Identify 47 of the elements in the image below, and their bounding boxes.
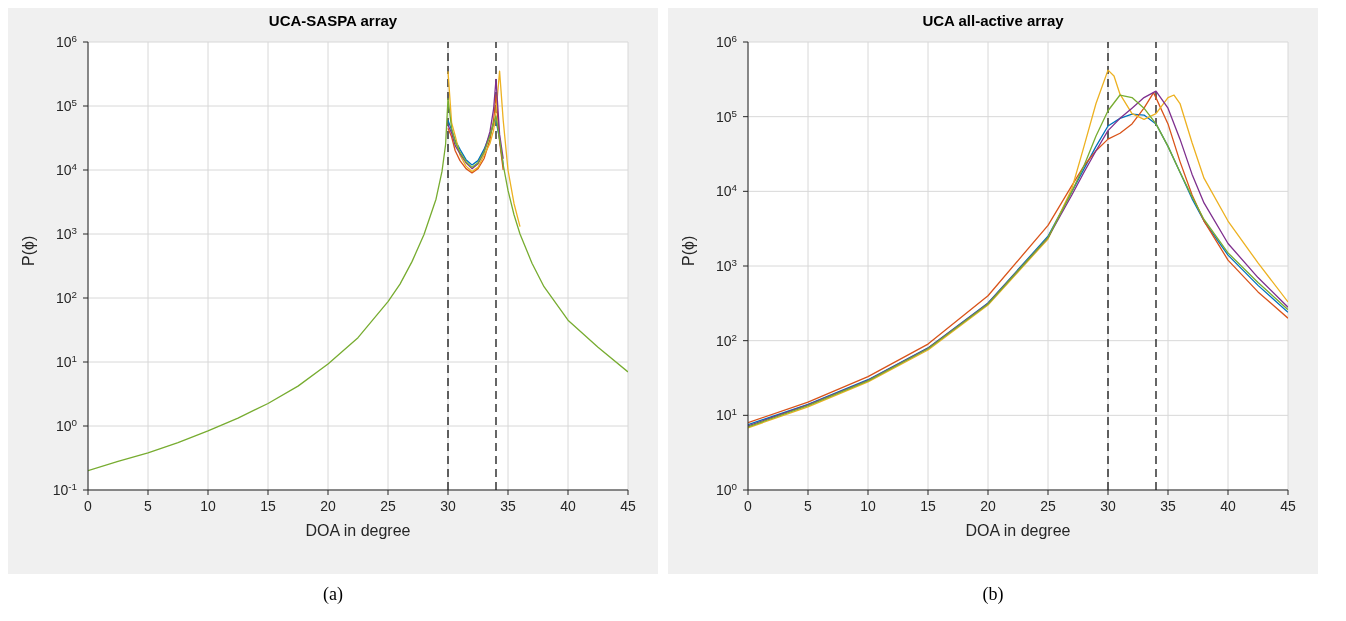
y-tick-label: 10$^{6}$	[55, 32, 78, 50]
text: (a)	[322, 584, 344, 605]
y-tick-label: 10$^{1}$	[715, 405, 737, 424]
x-tick-label: 45	[620, 498, 636, 514]
x-tick-label: 5	[804, 498, 813, 514]
y-tick-label: 10$^{2}$	[715, 331, 737, 349]
x-tick-label: 40	[1220, 498, 1236, 514]
y-axis-title: P(ϕ)	[19, 235, 37, 266]
line-series	[447, 78, 504, 170]
y-tick-label: 10$^{4}$	[715, 181, 738, 200]
x-tick-label: 10	[200, 498, 216, 514]
y-tick-label: 10$^{1}$	[55, 352, 77, 370]
text: (b)	[981, 584, 1005, 605]
y-tick-label: 10$^{0}$	[55, 416, 78, 434]
y-tick-label: 10$^{6}$	[715, 32, 738, 50]
y-tick-label: 10$^{3}$	[55, 224, 78, 242]
x-tick-label: 20	[320, 498, 336, 514]
x-tick-label: 0	[744, 498, 753, 514]
y-tick-label: 10$^{0}$	[715, 480, 738, 498]
x-tick-label: 40	[560, 498, 576, 514]
x-tick-label: 20	[980, 498, 996, 514]
x-axis-title: DOA in degree	[965, 522, 1071, 539]
x-tick-label: 15	[920, 498, 936, 514]
y-tick-label: 10$^{4}$	[55, 160, 78, 178]
x-tick-label: 30	[1100, 498, 1116, 514]
chart-title: UCA-SASPA array	[267, 12, 399, 30]
x-tick-label: 25	[1040, 498, 1056, 514]
y-tick-label: 10$^{5}$	[55, 96, 78, 114]
y-tick-label: 10$^{-1}$	[52, 480, 77, 498]
line-series	[447, 94, 504, 174]
y-tick-label: 10$^{3}$	[715, 256, 738, 274]
x-tick-label: 10	[860, 498, 876, 514]
x-tick-label: 15	[260, 498, 276, 514]
chart-title: UCA all-active array	[921, 12, 1065, 30]
x-axis-title: DOA in degree	[305, 522, 411, 539]
y-tick-label: 10$^{2}$	[55, 288, 77, 306]
y-axis-title: P(ϕ)	[679, 235, 697, 266]
x-tick-label: 0	[84, 498, 93, 514]
line-series	[88, 98, 628, 472]
x-tick-label: 35	[500, 498, 516, 514]
x-tick-label: 45	[1280, 498, 1296, 514]
y-tick-label: 10$^{5}$	[715, 107, 738, 125]
x-tick-label: 25	[380, 498, 396, 514]
x-tick-label: 5	[144, 498, 153, 514]
line-series	[447, 70, 521, 228]
x-tick-label: 35	[1160, 498, 1176, 514]
x-tick-label: 30	[440, 498, 456, 514]
